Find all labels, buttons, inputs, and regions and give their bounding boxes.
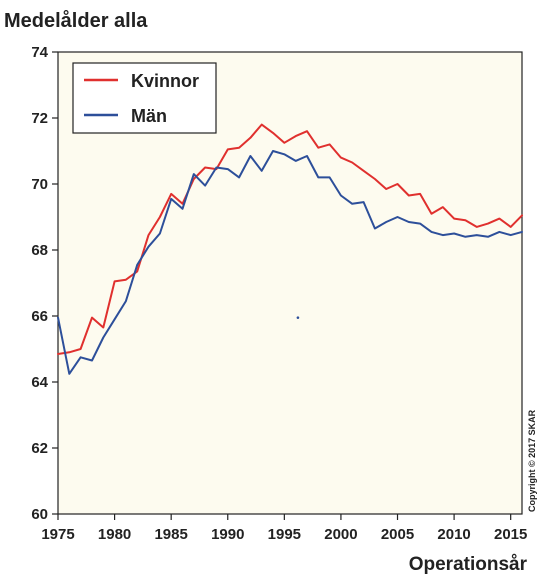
y-tick-label: 68	[31, 242, 48, 259]
y-tick-label: 70	[31, 176, 48, 193]
x-tick-label: 1975	[41, 526, 74, 543]
legend-label-man: Män	[131, 106, 167, 126]
y-axis: 60 62 64 66 68 70 72 74	[31, 44, 58, 523]
legend-box	[72, 62, 217, 134]
x-tick-label: 2010	[437, 526, 470, 543]
legend: Kvinnor Män	[72, 62, 217, 134]
y-tick-label: 66	[31, 308, 48, 325]
annotation-layer	[296, 316, 300, 319]
y-tick-label: 62	[31, 440, 48, 457]
chart-title: Medelålder alla	[4, 9, 148, 32]
y-tick-label: 60	[31, 506, 48, 523]
series-layer	[57, 123, 523, 375]
annotation-dot	[296, 316, 300, 319]
legend-label-kvinnor: Kvinnor	[131, 71, 199, 91]
x-tick-label: 1980	[98, 526, 131, 543]
y-tick-label: 74	[31, 44, 48, 61]
x-axis: 1975 1980 1985 1990 1995 2000 2005 2010 2015	[41, 514, 527, 543]
copyright-text: Copyright © 2017 SKAR	[527, 409, 537, 512]
y-tick-label: 72	[31, 110, 48, 127]
x-tick-label: 1985	[154, 526, 187, 543]
x-tick-label: 1995	[268, 526, 301, 543]
series-line-man	[57, 150, 523, 375]
x-tick-label: 2015	[494, 526, 527, 543]
x-tick-label: 1990	[211, 526, 244, 543]
y-tick-label: 64	[31, 374, 48, 391]
x-tick-label: 2005	[381, 526, 414, 543]
x-axis-label: Operationsår	[409, 554, 528, 575]
x-tick-label: 2000	[324, 526, 357, 543]
